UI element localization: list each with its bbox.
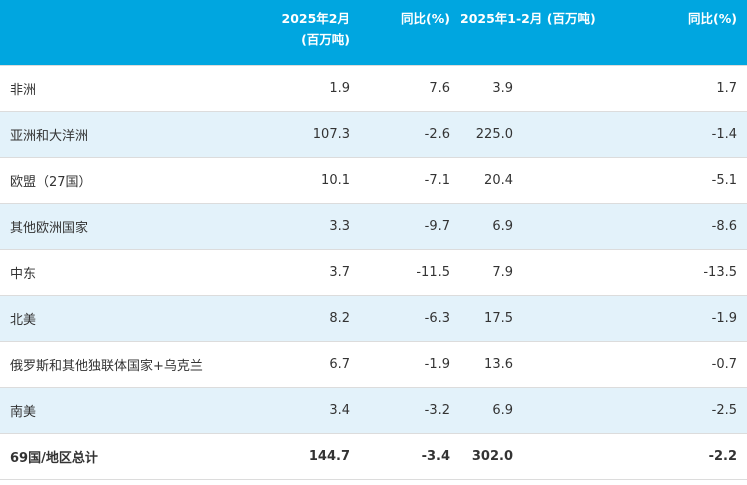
table-row: 亚洲和大洋洲 107.3 -2.6 225.0 -1.4 xyxy=(0,110,747,157)
feb-yoy-cell: -1.9 xyxy=(360,340,460,387)
ytd-yoy-cell: -5.1 xyxy=(634,156,747,203)
feb-value-cell: 10.1 xyxy=(255,156,360,203)
table-row: 北美 8.2 -6.3 17.5 -1.9 xyxy=(0,294,747,341)
region-cell: 南美 xyxy=(0,386,255,433)
ytd-value-cell: 6.9 xyxy=(460,202,634,249)
ytd-value-cell: 7.9 xyxy=(460,248,634,295)
header-feb-line2: (百万吨) xyxy=(301,32,350,47)
feb-yoy-cell: -6.3 xyxy=(360,294,460,341)
feb-value-cell: 107.3 xyxy=(255,110,360,157)
region-cell: 其他欧洲国家 xyxy=(0,202,255,249)
ytd-yoy-cell: -1.9 xyxy=(634,294,747,341)
ytd-yoy-cell: -0.7 xyxy=(634,340,747,387)
table-row: 其他欧洲国家 3.3 -9.7 6.9 -8.6 xyxy=(0,202,747,249)
ytd-value-cell: 20.4 xyxy=(460,156,634,203)
feb-yoy-cell: -7.1 xyxy=(360,156,460,203)
ytd-value-cell: 3.9 xyxy=(460,64,634,111)
header-row: 2025年2月 (百万吨) 同比(%) 2025年1-2月 (百万吨) 同比(%… xyxy=(0,0,747,65)
table-row: 中东 3.7 -11.5 7.9 -13.5 xyxy=(0,248,747,295)
ytd-yoy-cell: -8.6 xyxy=(634,202,747,249)
ytd-yoy-cell: 1.7 xyxy=(634,64,747,111)
feb-value-cell: 6.7 xyxy=(255,340,360,387)
feb-yoy-cell: -9.7 xyxy=(360,202,460,249)
region-cell: 亚洲和大洋洲 xyxy=(0,110,255,157)
region-cell: 中东 xyxy=(0,248,255,295)
ytd-value-cell: 13.6 xyxy=(460,340,634,387)
total-row: 69国/地区总计 144.7 -3.4 302.0 -2.2 xyxy=(0,432,747,480)
ytd-yoy-cell: -1.4 xyxy=(634,110,747,157)
feb-yoy-cell: 7.6 xyxy=(360,64,460,111)
total-region-cell: 69国/地区总计 xyxy=(0,432,255,480)
ytd-value-cell: 6.9 xyxy=(460,386,634,433)
feb-value-cell: 1.9 xyxy=(255,64,360,111)
table-row: 南美 3.4 -3.2 6.9 -2.5 xyxy=(0,386,747,433)
table-body: 非洲 1.9 7.6 3.9 1.7 亚洲和大洋洲 107.3 -2.6 225… xyxy=(0,64,747,480)
header-region xyxy=(0,0,255,65)
region-cell: 非洲 xyxy=(0,64,255,111)
ytd-value-cell: 225.0 xyxy=(460,110,634,157)
region-cell: 欧盟（27国） xyxy=(0,156,255,203)
header-feb-yoy: 同比(%) xyxy=(360,0,460,65)
ytd-yoy-cell: -13.5 xyxy=(634,248,747,295)
table-row: 欧盟（27国） 10.1 -7.1 20.4 -5.1 xyxy=(0,156,747,203)
header-ytd-production: 2025年1-2月 (百万吨) xyxy=(460,0,634,65)
feb-yoy-cell: -3.2 xyxy=(360,386,460,433)
feb-value-cell: 8.2 xyxy=(255,294,360,341)
total-ytd-yoy-cell: -2.2 xyxy=(634,432,747,480)
total-feb-value-cell: 144.7 xyxy=(255,432,360,480)
feb-yoy-cell: -11.5 xyxy=(360,248,460,295)
ytd-value-cell: 17.5 xyxy=(460,294,634,341)
table-row: 俄罗斯和其他独联体国家+乌克兰 6.7 -1.9 13.6 -0.7 xyxy=(0,340,747,387)
feb-value-cell: 3.7 xyxy=(255,248,360,295)
header-feb-production: 2025年2月 (百万吨) xyxy=(255,0,360,65)
table-row: 非洲 1.9 7.6 3.9 1.7 xyxy=(0,64,747,111)
total-ytd-value-cell: 302.0 xyxy=(460,432,634,480)
region-cell: 北美 xyxy=(0,294,255,341)
region-cell: 俄罗斯和其他独联体国家+乌克兰 xyxy=(0,340,255,387)
feb-value-cell: 3.3 xyxy=(255,202,360,249)
feb-yoy-cell: -2.6 xyxy=(360,110,460,157)
header-ytd-yoy: 同比(%) xyxy=(634,0,747,65)
total-feb-yoy-cell: -3.4 xyxy=(360,432,460,480)
ytd-yoy-cell: -2.5 xyxy=(634,386,747,433)
feb-value-cell: 3.4 xyxy=(255,386,360,433)
table-header: 2025年2月 (百万吨) 同比(%) 2025年1-2月 (百万吨) 同比(%… xyxy=(0,0,747,65)
header-feb-line1: 2025年2月 xyxy=(281,11,351,26)
